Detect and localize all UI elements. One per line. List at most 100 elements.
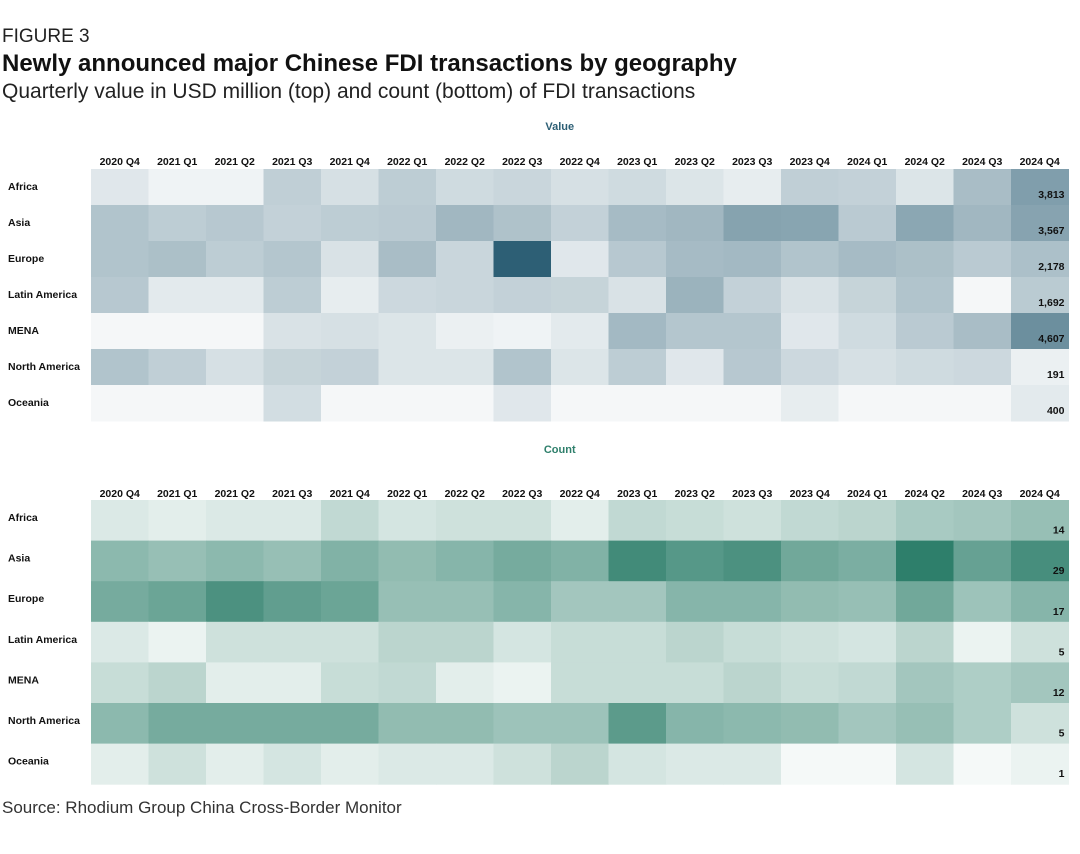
heatmap-cell	[206, 662, 264, 704]
heatmap-cell	[493, 581, 552, 623]
heatmap-cell	[148, 581, 207, 623]
column-header: 2023 Q4	[790, 156, 830, 168]
heatmap-cell	[781, 313, 839, 350]
heatmap-cell	[493, 385, 552, 422]
heatmap-cell	[608, 743, 667, 785]
heatmap-cell	[838, 703, 897, 745]
heatmap-cell	[436, 540, 494, 582]
heatmap-cell	[608, 540, 667, 582]
heatmap-cell	[206, 743, 264, 785]
heatmap-cell	[493, 703, 552, 745]
heatmap-cell	[953, 313, 1012, 350]
heatmap-cell	[1011, 385, 1069, 422]
heatmap-cell	[148, 277, 207, 314]
column-header: 2021 Q2	[215, 488, 255, 500]
row-label: Asia	[8, 217, 30, 229]
row-label: Oceania	[8, 756, 49, 768]
heatmap-cell	[551, 581, 609, 623]
chart-title: Newly announced major Chinese FDI transa…	[2, 50, 737, 77]
heatmap-cell	[148, 385, 207, 422]
heatmap-cell	[206, 241, 264, 278]
row-label: Latin America	[8, 634, 77, 646]
heatmap-cell	[838, 662, 897, 704]
heatmap-cell	[148, 349, 207, 386]
heatmap-cell	[781, 385, 839, 422]
heatmap-cell	[896, 205, 954, 242]
heatmap-cell	[666, 500, 724, 542]
heatmap-cell	[666, 540, 724, 582]
heatmap-cell	[551, 241, 609, 278]
heatmap-cell	[838, 313, 897, 350]
last-value-label: 400	[1047, 405, 1065, 417]
heatmap-cell	[1011, 500, 1069, 542]
heatmap-cell	[608, 385, 667, 422]
row-label: Latin America	[8, 289, 77, 301]
heatmap-cell	[436, 349, 494, 386]
heatmap-cell	[493, 500, 552, 542]
chart-subtitle: Quarterly value in USD million (top) and…	[2, 80, 696, 103]
heatmap-cell	[493, 349, 552, 386]
heatmap-cell	[321, 703, 379, 745]
heatmap-cell	[148, 540, 207, 582]
row-label: North America	[8, 361, 80, 373]
heatmap-cell	[1011, 169, 1069, 206]
heatmap-cell	[1011, 703, 1069, 745]
heatmap-cell	[91, 703, 149, 745]
heatmap-cell	[148, 662, 207, 704]
heatmap-cell	[896, 385, 954, 422]
heatmap-cell	[263, 349, 322, 386]
heatmap-cell	[91, 662, 149, 704]
heatmap-cell	[608, 621, 667, 663]
heatmap-cell	[206, 313, 264, 350]
column-header: 2021 Q1	[157, 156, 197, 168]
heatmap-cell	[666, 581, 724, 623]
heatmap-cell	[263, 621, 322, 663]
heatmap-cell	[91, 621, 149, 663]
heatmap-cell	[953, 500, 1012, 542]
heatmap-cell	[1011, 621, 1069, 663]
heatmap-cell	[378, 169, 437, 206]
heatmap-cell	[148, 703, 207, 745]
heatmap-cell	[608, 313, 667, 350]
heatmap-cell	[321, 385, 379, 422]
column-header: 2024 Q1	[847, 488, 887, 500]
heatmap-cell	[781, 241, 839, 278]
heatmap-cell	[551, 540, 609, 582]
heatmap-cell	[551, 621, 609, 663]
heatmap-cell	[666, 313, 724, 350]
heatmap-cell	[838, 743, 897, 785]
column-header: 2021 Q4	[330, 488, 370, 500]
heatmap-cell	[896, 662, 954, 704]
heatmap-cell	[321, 540, 379, 582]
heatmap-cell	[1011, 662, 1069, 704]
heatmap-cell	[321, 743, 379, 785]
heatmap-cell	[608, 500, 667, 542]
source-note: Source: Rhodium Group China Cross-Border…	[2, 798, 402, 817]
heatmap-cell	[551, 277, 609, 314]
heatmap-cell	[896, 313, 954, 350]
heatmap-cell	[378, 500, 437, 542]
heatmap-cell	[378, 241, 437, 278]
heatmap-cell	[378, 313, 437, 350]
heatmap-cell	[781, 169, 839, 206]
heatmap-cell	[378, 277, 437, 314]
heatmap-cell	[781, 621, 839, 663]
heatmap-cell	[723, 540, 782, 582]
heatmap-cell	[838, 540, 897, 582]
heatmap-cell	[321, 205, 379, 242]
heatmap-cell	[1011, 313, 1069, 350]
heatmap-cell	[723, 313, 782, 350]
heatmap-cell	[263, 703, 322, 745]
heatmap-cell	[91, 205, 149, 242]
heatmap-cell	[321, 621, 379, 663]
heatmap-cell	[953, 743, 1012, 785]
figure-label: FIGURE 3	[2, 26, 90, 47]
heatmap-cell	[666, 169, 724, 206]
heatmap-cell	[781, 500, 839, 542]
heatmap-cell	[723, 581, 782, 623]
column-header: 2024 Q4	[1020, 488, 1060, 500]
column-header: 2023 Q3	[732, 488, 772, 500]
heatmap-cell	[953, 662, 1012, 704]
heatmap-cell	[263, 540, 322, 582]
heatmap-cell	[436, 385, 494, 422]
